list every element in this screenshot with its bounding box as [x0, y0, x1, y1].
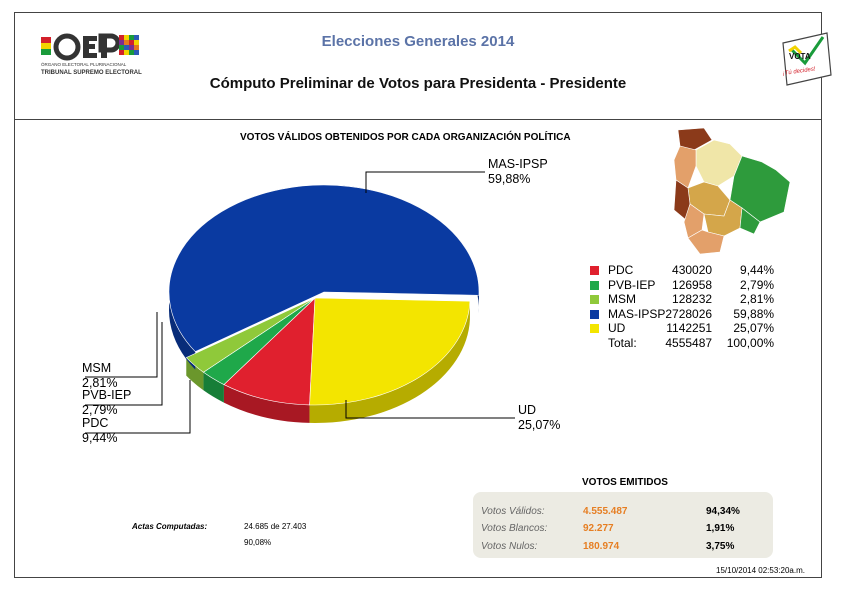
oep-logo: ÓRGANO ELECTORAL PLURINACIONAL TRIBUNAL …	[41, 33, 142, 76]
pie-slice-pdc	[223, 297, 316, 406]
pie-slice-side-msm	[186, 357, 204, 391]
legend-label: MAS-IPSP	[608, 306, 666, 321]
legend-label: UD	[608, 321, 626, 335]
leader-line-ud	[345, 400, 515, 419]
chart-title: VOTOS VÁLIDOS OBTENIDOS POR CADA ORGANIZ…	[240, 132, 571, 143]
pie-label-pvb-iep: PVB-IEP	[82, 388, 131, 402]
legend-percent: 59,88%	[733, 306, 775, 321]
legend-swatch	[590, 280, 599, 290]
svg-text:¡Tú decides!: ¡Tú decides!	[782, 66, 816, 77]
pie-label-msm: MSM	[82, 361, 111, 375]
page-title: Elecciones Generales 2014	[321, 33, 515, 50]
page-subtitle: Cómputo Preliminar de Votos para Preside…	[209, 75, 627, 92]
legend-item-mas-ipsp: MAS-IPSP 2728026 59,88%	[590, 307, 774, 322]
legend-total-row: Total: 4555487 100,00%	[590, 336, 774, 351]
pie-percent-mas-ipsp: 59,88%	[488, 172, 530, 186]
votos-blancos-label: Votos Blancos:	[481, 523, 548, 534]
pie-percent-pvb-iep: 2,79%	[82, 403, 117, 417]
report-frame: ÓRGANO ELECTORAL PLURINACIONAL TRIBUNAL …	[14, 12, 832, 578]
legend-total-votes: 4555487	[665, 335, 713, 350]
pie-label-ud: UD	[518, 403, 536, 417]
votos-validos-value: 4.555.487	[583, 506, 628, 517]
legend-votes: 1142251	[666, 321, 713, 335]
legend-item-pdc: PDC 430020 9,44%	[590, 263, 774, 278]
legend-total-label: Total:	[608, 335, 637, 350]
votos-emitidos-title: VOTOS EMITIDOS	[582, 477, 668, 488]
votos-emitidos-panel: Votos Válidos: 4.555.487 94,34% Votos Bl…	[473, 492, 773, 558]
legend: PDC 430020 9,44% PVB-IEP 126958 2,79% MSM 12823…	[590, 263, 774, 350]
votos-validos-percent: 94,34%	[706, 506, 740, 517]
bolivia-map	[673, 127, 791, 255]
votos-blancos-percent: 1,91%	[706, 523, 735, 534]
legend-label: PVB-IEP	[608, 277, 656, 292]
legend-total-percent: 100,00%	[726, 335, 775, 350]
legend-label: MSM	[608, 292, 636, 306]
pie-label-pdc: PDC	[82, 416, 108, 430]
pie-slice-mas-ipsp	[168, 184, 480, 352]
pie-percent-msm: 2,81%	[82, 376, 117, 390]
legend-percent: 9,44%	[740, 263, 775, 277]
legend-percent: 25,07%	[733, 321, 775, 335]
legend-votes: 430020	[672, 263, 713, 277]
pie-percent-pdc: 9,44%	[82, 431, 117, 445]
leader-line-mas-ipsp	[365, 171, 485, 193]
pie-slice-side-pdc	[223, 384, 310, 423]
pie-slice-side-pvb-iep	[203, 372, 224, 403]
legend-percent: 2,81%	[740, 292, 775, 306]
actas-count: 24.685 de 27.403	[244, 522, 307, 531]
legend-swatch	[590, 324, 599, 333]
votos-validos-label: Votos Válidos:	[481, 506, 545, 517]
legend-votes: 126958	[672, 277, 713, 292]
legend-votes: 128232	[672, 292, 713, 306]
votos-nulos-label: Votos Nulos:	[481, 541, 538, 552]
legend-label: PDC	[608, 263, 634, 277]
svg-text:TRIBUNAL SUPREMO ELECTORAL: TRIBUNAL SUPREMO ELECTORAL	[41, 70, 142, 76]
header: ÓRGANO ELECTORAL PLURINACIONAL TRIBUNAL …	[15, 13, 832, 120]
actas-label: Actas Computadas:	[132, 522, 208, 531]
pie-label-mas-ipsp: MAS-IPSP	[488, 157, 548, 171]
votos-validos-row: Votos Válidos: 4.555.487 94,34%	[473, 506, 773, 524]
votos-blancos-row: Votos Blancos: 92.277 1,91%	[473, 523, 773, 541]
pie-percent-ud: 25,07%	[518, 418, 560, 432]
pie-slice-msm	[185, 297, 316, 373]
vota-logo: VOTA ¡Tú decides!	[782, 32, 832, 86]
svg-text:ÓRGANO ELECTORAL PLURINACIONAL: ÓRGANO ELECTORAL PLURINACIONAL	[41, 61, 127, 67]
legend-item-msm: MSM 128232 2,81%	[590, 292, 774, 307]
timestamp: 15/10/2014 02:53:20a.m.	[716, 566, 805, 575]
votos-blancos-value: 92.277	[583, 523, 614, 534]
legend-swatch	[590, 295, 599, 304]
svg-text:VOTA: VOTA	[789, 52, 811, 61]
legend-swatch	[590, 266, 599, 275]
leader-line-pdc	[85, 380, 191, 434]
legend-item-pvb-iep: PVB-IEP 126958 2,79%	[590, 278, 774, 293]
legend-votes: 2728026	[665, 306, 713, 321]
legend-item-ud: UD 1142251 25,07%	[590, 321, 774, 336]
legend-swatch	[590, 309, 599, 319]
legend-percent: 2,79%	[740, 277, 775, 292]
votos-nulos-value: 180.974	[583, 541, 620, 552]
pie-slice-ud	[309, 297, 471, 406]
leader-line-pvb-iep	[85, 322, 163, 406]
actas-percent: 90,08%	[244, 538, 272, 547]
votos-nulos-row: Votos Nulos: 180.974 3,75%	[473, 541, 773, 559]
leader-line-msm	[85, 312, 158, 378]
votos-nulos-percent: 3,75%	[706, 541, 735, 552]
pie-slice-side-ud	[309, 301, 470, 423]
